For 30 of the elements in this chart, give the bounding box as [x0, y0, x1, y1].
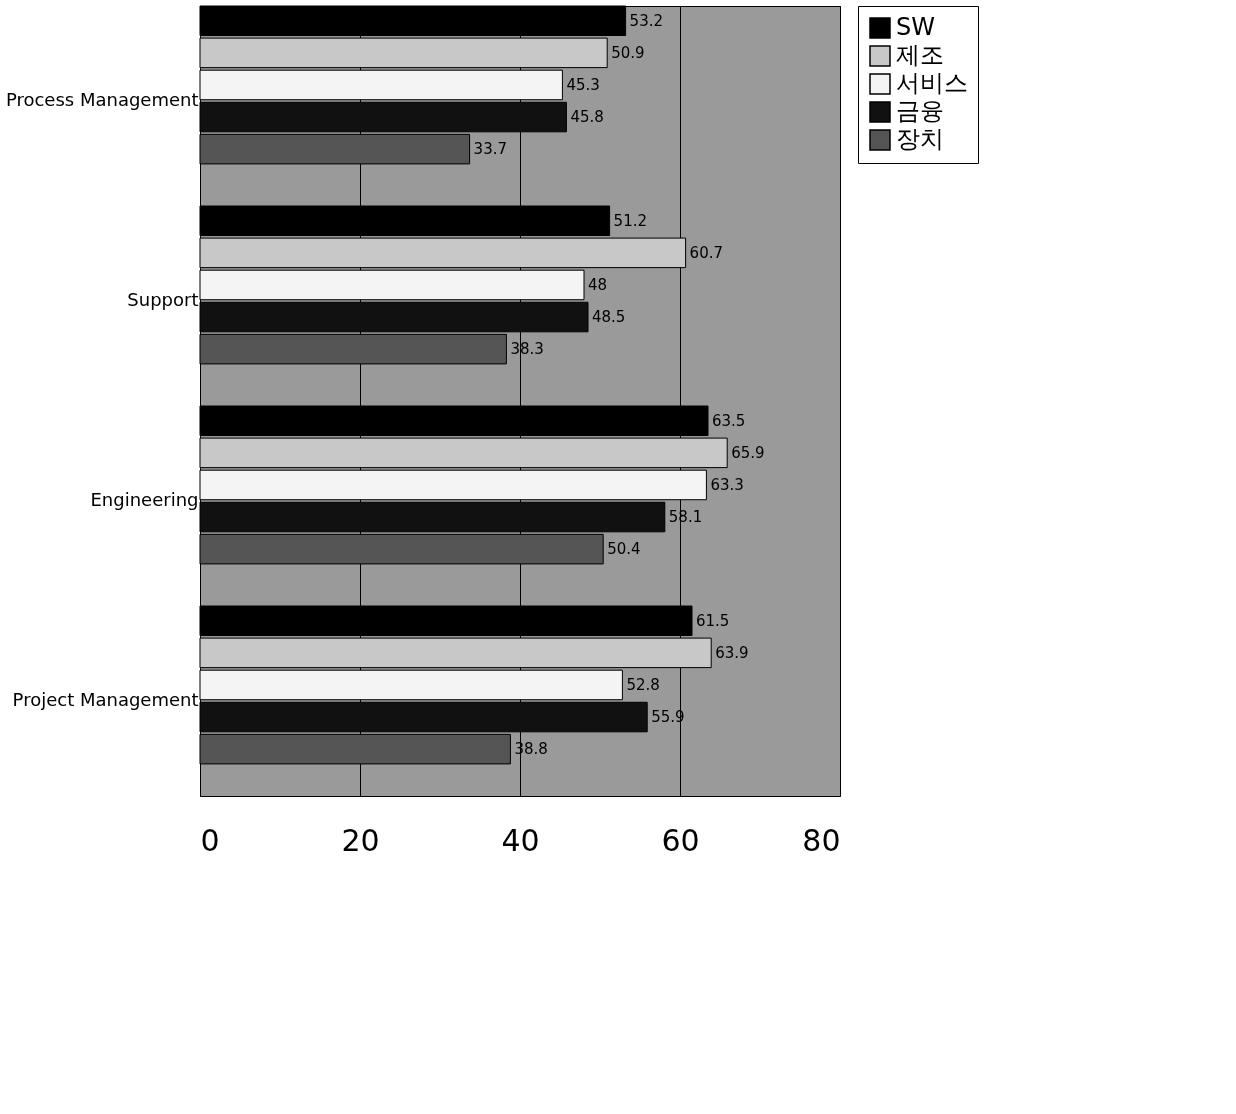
data-label: 63.9 [715, 643, 749, 662]
x-tick-label: 60 [661, 822, 700, 858]
data-label: 53.2 [629, 11, 664, 30]
data-label: 45.3 [566, 75, 600, 94]
x-tick-label: 80 [802, 822, 841, 858]
data-label: 48.5 [592, 308, 626, 327]
legend-label: SW [896, 13, 935, 41]
y-tick-label: Project Management [12, 689, 199, 710]
x-tick-label: 20 [341, 822, 380, 858]
data-label: 61.5 [696, 611, 730, 630]
legend-label: 서비스 [896, 69, 968, 97]
data-label: 48 [588, 275, 608, 294]
x-tick-label: 0 [200, 822, 220, 858]
y-tick-label: Process Management [5, 89, 199, 110]
legend-label: 제조 [896, 41, 944, 69]
x-tick-label: 40 [501, 822, 540, 858]
data-label: 33.7 [473, 140, 508, 159]
data-label: 60.7 [689, 243, 724, 262]
legend-label: 금융 [896, 97, 944, 125]
data-label: 65.9 [731, 443, 765, 462]
y-tick-label: Engineering [90, 489, 199, 510]
y-tick-label: Support [127, 289, 199, 310]
legend-label: 장치 [896, 125, 944, 153]
data-label: 63.5 [712, 411, 746, 430]
data-label: 63.3 [710, 475, 744, 494]
data-label: 45.8 [570, 108, 604, 127]
data-label: 50.9 [611, 43, 645, 62]
data-label: 51.2 [613, 211, 648, 230]
data-label: 50.4 [607, 540, 641, 559]
data-label: 52.8 [626, 675, 660, 694]
